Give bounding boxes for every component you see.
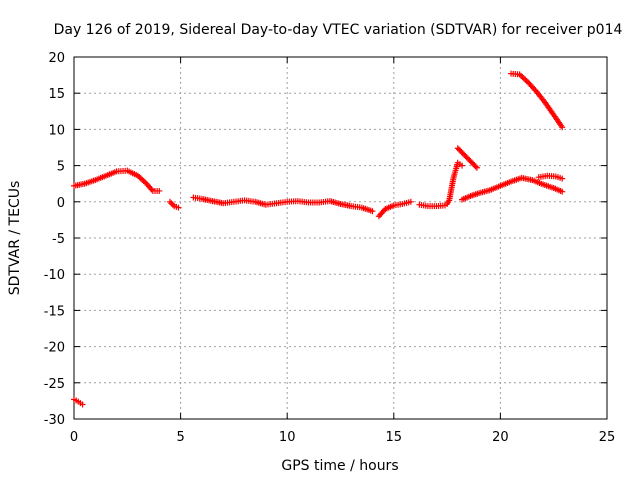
grid bbox=[74, 57, 607, 419]
data-point bbox=[559, 124, 566, 131]
data-point bbox=[168, 200, 175, 207]
data-point bbox=[472, 163, 479, 170]
y-tick-label: -5 bbox=[52, 232, 65, 247]
x-tick-label: 10 bbox=[279, 430, 296, 445]
data-point bbox=[175, 204, 182, 211]
y-tick-label: -20 bbox=[44, 341, 65, 356]
x-tick-label: 0 bbox=[70, 430, 78, 445]
y-tick-label: 5 bbox=[57, 160, 65, 175]
data-points bbox=[71, 70, 566, 408]
y-tick-label: -15 bbox=[44, 304, 65, 319]
x-tick-label: 20 bbox=[492, 430, 509, 445]
x-axis-label: GPS time / hours bbox=[281, 458, 398, 474]
y-tick-label: -30 bbox=[44, 413, 65, 428]
data-point bbox=[459, 162, 466, 169]
x-tick-label: 5 bbox=[176, 430, 184, 445]
y-tick-label: -10 bbox=[44, 268, 65, 283]
y-tick-labels: -30 -25 -20 -15 -10 -5 0 5 10 15 20 bbox=[44, 51, 65, 428]
y-tick-label: 0 bbox=[57, 196, 65, 211]
x-tick-label: 25 bbox=[599, 430, 616, 445]
y-tick-label: 10 bbox=[48, 123, 65, 138]
data-point bbox=[473, 164, 480, 171]
data-point bbox=[407, 198, 414, 205]
x-tick-label: 15 bbox=[386, 430, 403, 445]
data-point bbox=[559, 175, 566, 182]
y-tick-label: 15 bbox=[48, 87, 65, 102]
y-tick-label: -25 bbox=[44, 377, 65, 392]
axis-ticks bbox=[73, 56, 608, 420]
chart-title: Day 126 of 2019, Sidereal Day-to-day VTE… bbox=[54, 22, 623, 38]
data-point bbox=[369, 208, 376, 215]
y-axis-label: SDTVAR / TECUs bbox=[7, 181, 23, 296]
data-point bbox=[79, 401, 86, 408]
data-point bbox=[166, 198, 173, 205]
y-tick-label: 20 bbox=[48, 51, 65, 66]
data-point bbox=[156, 187, 163, 194]
data-point bbox=[559, 188, 566, 195]
x-tick-labels: 0 5 10 15 20 25 bbox=[70, 430, 615, 445]
